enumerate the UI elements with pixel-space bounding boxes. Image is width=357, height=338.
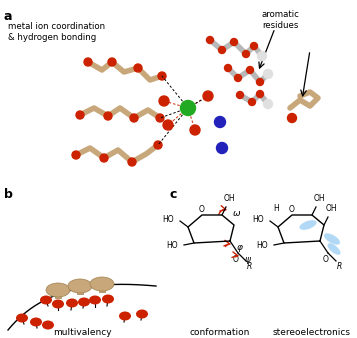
Circle shape (100, 154, 108, 162)
Circle shape (256, 91, 263, 97)
Circle shape (206, 37, 213, 44)
Circle shape (256, 78, 263, 86)
Circle shape (235, 74, 241, 81)
Circle shape (236, 92, 243, 98)
Text: O: O (323, 255, 329, 264)
Circle shape (225, 65, 231, 72)
Text: metal ion coordination
& hydrogen bonding: metal ion coordination & hydrogen bondin… (8, 22, 105, 43)
Ellipse shape (136, 310, 148, 318)
Ellipse shape (102, 294, 114, 304)
Circle shape (215, 117, 226, 127)
Text: conformation: conformation (190, 328, 250, 337)
Text: c: c (170, 188, 177, 201)
Circle shape (158, 72, 166, 80)
Ellipse shape (40, 295, 52, 305)
Ellipse shape (42, 320, 54, 330)
Circle shape (134, 64, 142, 72)
Ellipse shape (68, 279, 92, 293)
Ellipse shape (324, 233, 340, 245)
Ellipse shape (46, 283, 70, 297)
Circle shape (265, 71, 272, 77)
Circle shape (159, 96, 169, 106)
Circle shape (257, 51, 266, 61)
Circle shape (72, 151, 80, 159)
Circle shape (258, 52, 266, 59)
Circle shape (218, 47, 226, 53)
Text: O: O (289, 205, 295, 214)
Circle shape (130, 114, 138, 122)
Text: O: O (199, 205, 205, 214)
Text: aromatic
residues: aromatic residues (262, 10, 300, 30)
Circle shape (76, 111, 84, 119)
Circle shape (104, 112, 112, 120)
Circle shape (287, 114, 297, 122)
Circle shape (265, 100, 272, 107)
Polygon shape (77, 286, 83, 294)
Ellipse shape (78, 297, 90, 307)
Text: $\psi$: $\psi$ (244, 256, 252, 266)
Text: OH: OH (314, 194, 326, 203)
Circle shape (251, 43, 257, 49)
Circle shape (108, 58, 116, 66)
Text: H: H (273, 204, 279, 213)
Circle shape (263, 70, 272, 78)
Circle shape (84, 58, 92, 66)
Text: OH: OH (326, 204, 338, 213)
Polygon shape (99, 284, 105, 292)
Ellipse shape (90, 277, 114, 291)
Ellipse shape (119, 312, 131, 320)
Text: OH: OH (224, 194, 236, 203)
Ellipse shape (300, 220, 317, 230)
Ellipse shape (66, 298, 78, 308)
Circle shape (263, 99, 272, 108)
Circle shape (128, 158, 136, 166)
Text: b: b (4, 188, 13, 201)
Text: R: R (247, 262, 252, 271)
Circle shape (163, 120, 173, 130)
Ellipse shape (30, 317, 42, 327)
Circle shape (156, 114, 164, 122)
Circle shape (216, 143, 227, 153)
Ellipse shape (52, 299, 64, 309)
Text: HO: HO (162, 215, 174, 223)
Ellipse shape (16, 314, 28, 322)
Text: $\varphi$: $\varphi$ (236, 243, 244, 255)
Text: a: a (4, 10, 12, 23)
Circle shape (242, 50, 250, 57)
Text: HO: HO (252, 215, 264, 223)
Circle shape (248, 98, 256, 105)
Circle shape (231, 39, 237, 46)
Text: HO: HO (166, 241, 178, 249)
Circle shape (203, 91, 213, 101)
Ellipse shape (89, 295, 101, 305)
Polygon shape (55, 290, 61, 298)
Text: R: R (337, 262, 342, 271)
Text: O: O (233, 255, 239, 264)
Text: stereoelectronics: stereoelectronics (273, 328, 351, 337)
Text: $\omega$: $\omega$ (232, 209, 241, 217)
Text: multivalency: multivalency (53, 328, 111, 337)
Circle shape (181, 100, 196, 116)
Ellipse shape (327, 243, 341, 255)
Circle shape (246, 67, 253, 73)
Circle shape (154, 141, 162, 149)
Text: HO: HO (256, 241, 268, 249)
Circle shape (190, 125, 200, 135)
